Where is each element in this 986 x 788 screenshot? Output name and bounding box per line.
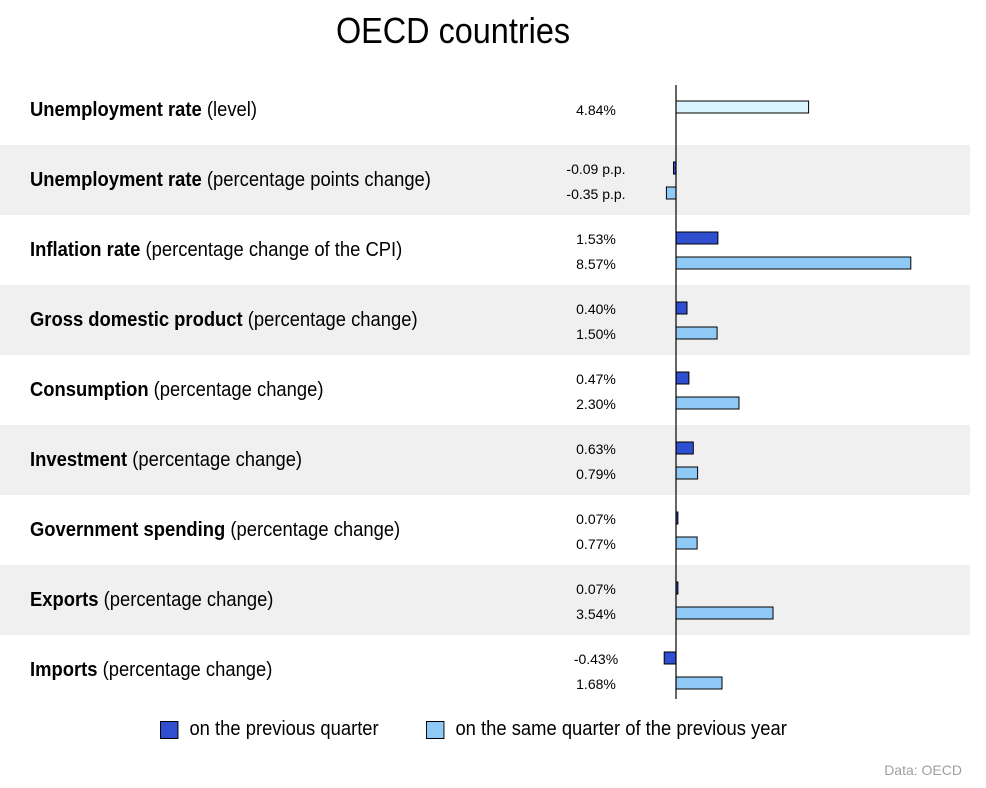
legend-item-prev-quarter: on the previous quarter [160,718,379,741]
chart-rows: Unemployment rate (level) 4.84% Unemployme… [0,75,970,705]
value-label-prev-year: 8.57% [576,256,616,272]
value-label-level: 4.84% [576,102,616,118]
row-label-qualifier: (level) [201,99,257,121]
bar-level [675,100,810,114]
chart-row: Inflation rate (percentage change of the… [0,215,970,285]
row-label: Inflation rate (percentage change of the… [30,215,402,285]
bar-prev-year [675,466,699,480]
bar-prev-year [675,396,740,410]
bar-prev-year [675,256,912,270]
bar-prev-quarter [675,301,688,315]
chart-row: Gross domestic product (percentage chang… [0,285,970,355]
legend-swatch-prev-quarter [160,720,179,739]
chart-row: Consumption (percentage change) 0.47% 2.30… [0,355,970,425]
row-label-qualifier: (percentage change) [242,309,418,331]
value-label-prev-quarter: 0.63% [576,441,616,457]
row-label-qualifier: (percentage change) [127,449,303,471]
row-label: Imports (percentage change) [30,635,272,705]
bar-prev-year [675,676,723,690]
value-label-prev-quarter: 0.47% [576,371,616,387]
bar-prev-quarter [675,371,690,385]
value-label-prev-year: -0.35 p.p. [566,186,626,202]
chart-row: Investment (percentage change) 0.63% 0.79% [0,425,970,495]
row-label-qualifier: (percentage change) [148,379,324,401]
legend-swatch-prev-year [425,720,445,739]
row-label: Gross domestic product (percentage chang… [30,285,418,355]
chart-row: Exports (percentage change) 0.07% 3.54% [0,565,970,635]
bar-plot [663,85,912,699]
row-label-main: Unemployment rate [30,99,202,121]
row-label-qualifier: (percentage change of the CPI) [140,239,403,261]
value-label-prev-quarter: -0.09 p.p. [566,161,626,177]
chart-row: Unemployment rate (level) 4.84% [0,75,970,145]
row-label-main: Unemployment rate [30,169,202,191]
data-source: Data: OECD [884,762,962,778]
chart-row: Imports (percentage change) -0.43% 1.68% [0,635,970,705]
row-label-qualifier: (percentage change) [225,519,401,541]
row-label-main: Consumption [30,379,149,401]
row-label-main: Exports [30,589,99,611]
legend-item-prev-year: on the same quarter of the previous year [425,718,787,741]
row-label: Investment (percentage change) [30,425,302,495]
row-label-qualifier: (percentage change) [97,659,273,681]
bar-prev-quarter [675,441,694,455]
row-label: Exports (percentage change) [30,565,273,635]
row-label: Consumption (percentage change) [30,355,323,425]
row-label: Unemployment rate (percentage points cha… [30,145,431,215]
row-label-qualifier: (percentage points change) [201,169,431,191]
legend-label-prev-quarter: on the previous quarter [189,718,379,740]
bar-prev-quarter [675,231,719,245]
row-label-qualifier: (percentage change) [98,589,274,611]
bar-prev-year [675,536,698,550]
value-label-prev-quarter: 0.40% [576,301,616,317]
row-label-main: Inflation rate [30,239,141,261]
legend-label-prev-year: on the same quarter of the previous year [455,718,787,740]
chart-title: OECD countries [335,10,571,51]
value-label-prev-quarter: -0.43% [573,651,619,667]
row-label-main: Imports [30,659,98,681]
row-label: Government spending (percentage change) [30,495,400,565]
value-label-prev-quarter: 1.53% [576,231,616,247]
value-label-prev-year: 2.30% [576,396,616,412]
chart-row: Unemployment rate (percentage points cha… [0,145,970,215]
value-label-prev-quarter: 0.07% [576,581,616,597]
row-label-main: Gross domestic product [30,309,243,331]
row-label: Unemployment rate (level) [30,75,257,145]
bar-prev-year [675,606,774,620]
value-label-prev-year: 0.77% [576,536,616,552]
bar-prev-quarter [663,651,677,665]
value-label-prev-year: 0.79% [576,466,616,482]
legend: on the previous quarter on the same quar… [160,718,846,741]
bar-prev-year [675,326,718,340]
bar-prev-year [665,186,677,200]
chart-row: Government spending (percentage change) 0… [0,495,970,565]
value-label-prev-year: 3.54% [576,606,616,622]
value-label-prev-year: 1.50% [576,326,616,342]
value-label-prev-quarter: 0.07% [576,511,616,527]
value-label-prev-year: 1.68% [576,676,616,692]
row-label-main: Government spending [30,519,226,541]
row-label-main: Investment [30,449,128,471]
